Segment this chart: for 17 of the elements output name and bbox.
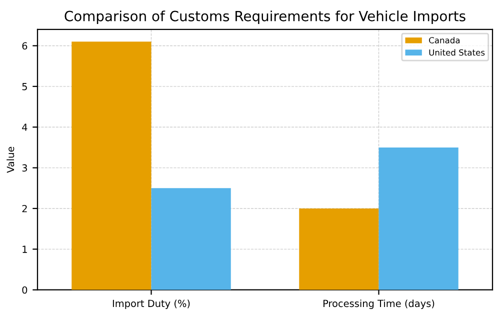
chart-title: Comparison of Customs Requirements for Vehicle Imports [64,10,466,24]
y-tick-label: 3 [22,164,27,172]
y-axis-title: Value [6,146,14,173]
bar [72,42,152,290]
legend-label: Canada [429,36,460,44]
x-tick-label: Processing Time (days) [323,300,434,309]
y-tick-label: 0 [22,286,28,294]
legend-label: United States [429,49,485,56]
y-tick-label: 4 [22,124,28,131]
y-tick-label: 1 [22,246,27,253]
x-tick-label: Import Duty (%) [112,300,190,309]
y-tick-label: 6 [22,42,28,50]
bar [378,147,458,290]
y-tick-label: 5 [22,83,27,90]
bar [151,188,231,290]
bar [299,208,379,290]
y-tick-label: 2 [22,204,27,212]
